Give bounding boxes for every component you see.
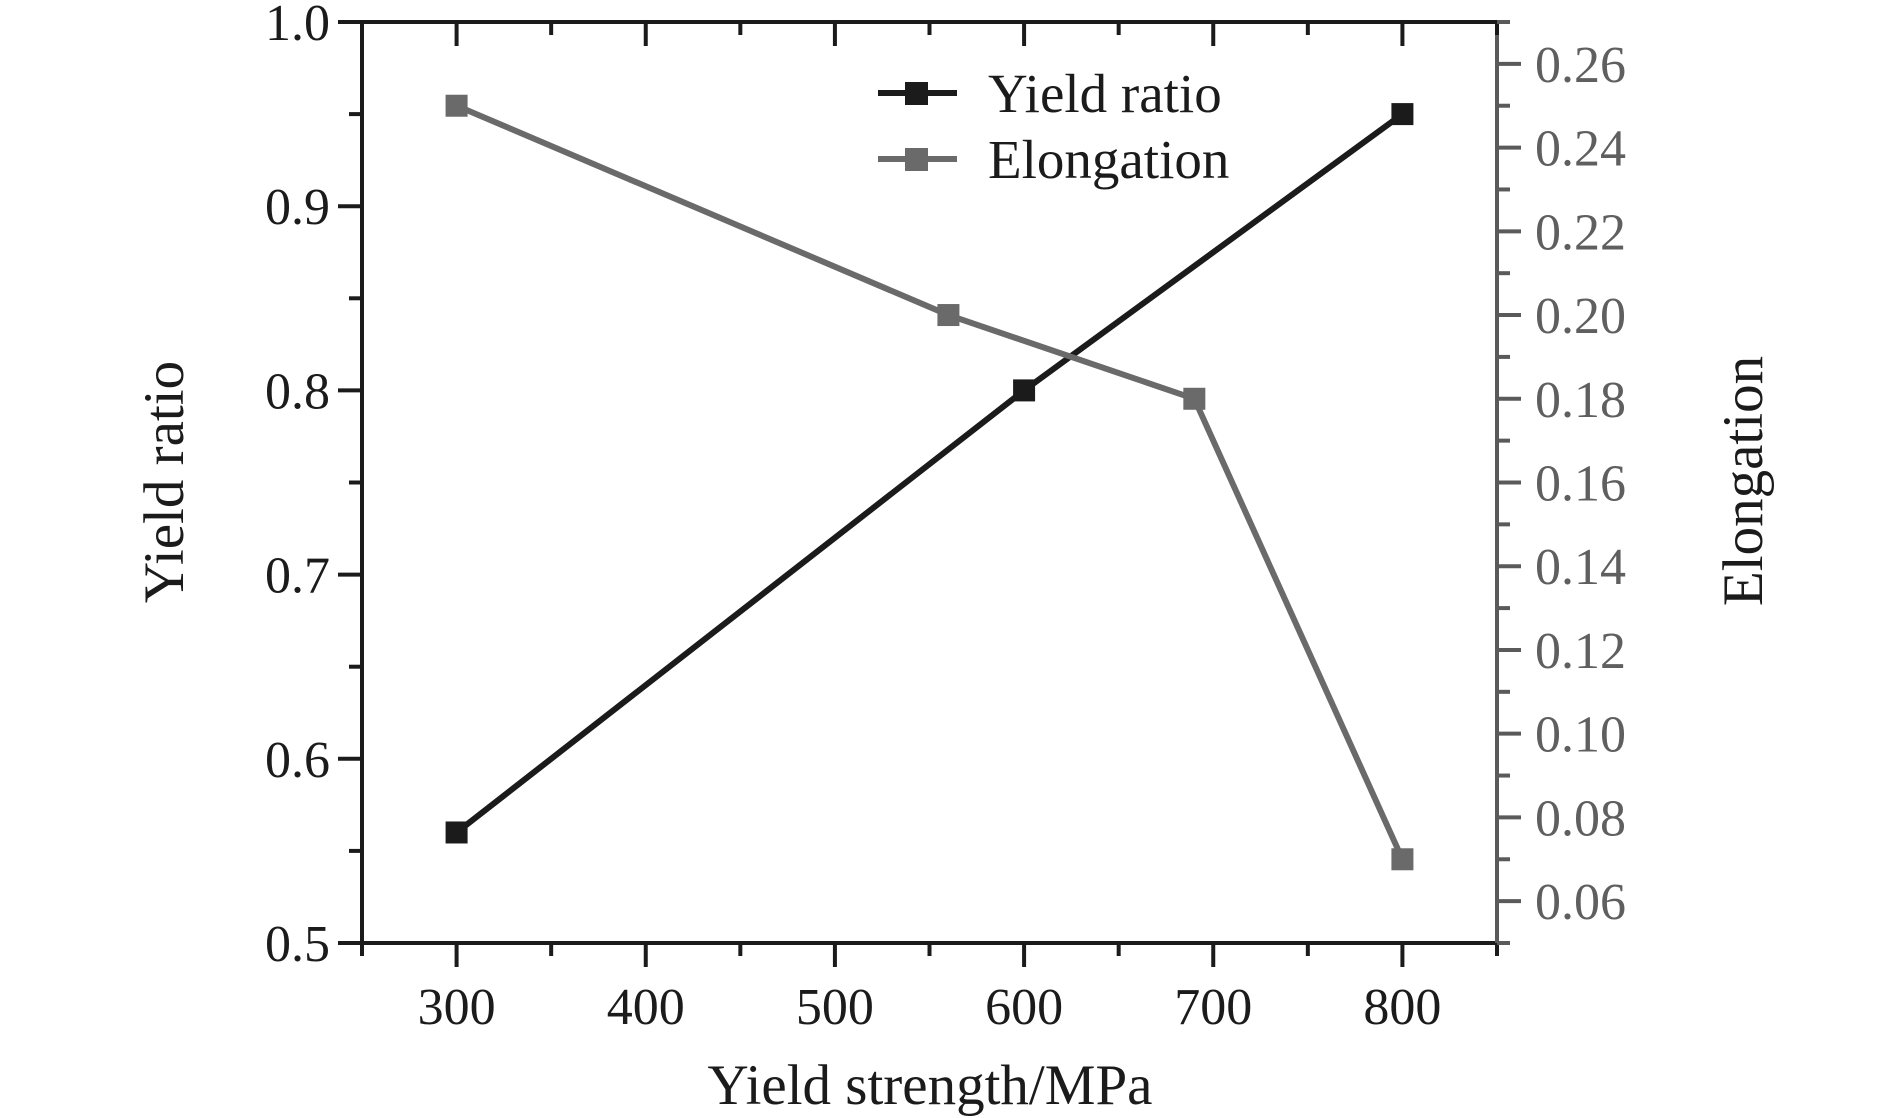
series-line-elongation (455, 102, 1406, 861)
x-tick-label: 400 (607, 979, 685, 1036)
y-right-tick-label: 0.10 (1535, 707, 1626, 764)
y-left-tick-label: 0.7 (265, 548, 330, 605)
data-point-marker-elongation (445, 94, 468, 117)
data-point-marker-elongation (1183, 387, 1206, 410)
right-axis-title: Elongation (1712, 356, 1775, 606)
data-point-marker-yield-ratio (1013, 379, 1036, 402)
data-point-marker-elongation (1391, 848, 1414, 871)
data-point-marker-elongation (937, 304, 960, 327)
legend: Yield ratio Elongation (878, 63, 1229, 190)
y-right-tick-label: 0.18 (1535, 372, 1626, 429)
legend-label-elongation: Elongation (988, 129, 1229, 190)
y-left-tick-label: 0.6 (265, 732, 330, 789)
series-layer (445, 94, 1414, 871)
x-tick-label: 600 (985, 979, 1063, 1036)
y-right-tick-label: 0.20 (1535, 288, 1626, 345)
y-right-tick-label: 0.26 (1535, 37, 1626, 94)
legend-square-marker-elongation (905, 148, 928, 171)
y-left-tick-label: 0.8 (265, 363, 330, 420)
y-right-tick-label: 0.06 (1535, 874, 1626, 931)
y-left-tick-label: 1.0 (265, 0, 330, 52)
x-tick-label: 300 (418, 979, 496, 1036)
x-tick-label: 800 (1363, 979, 1441, 1036)
x-tick-label: 500 (796, 979, 874, 1036)
y-right-tick-label: 0.24 (1535, 121, 1626, 178)
y-right-tick-label: 0.12 (1535, 623, 1626, 680)
legend-square-marker-yield-ratio (905, 82, 928, 105)
x-axis-title: Yield strength/MPa (708, 1054, 1153, 1117)
y-left-tick-label: 0.5 (265, 916, 330, 973)
y-left-tick-label: 0.9 (265, 179, 330, 236)
legend-label-yield-ratio: Yield ratio (988, 63, 1222, 124)
axes-layer (338, 20, 1521, 967)
y-right-tick-label: 0.14 (1535, 539, 1626, 596)
y-right-tick-label: 0.22 (1535, 204, 1626, 261)
y-right-tick-label: 0.08 (1535, 790, 1626, 847)
legend-item-elongation: Elongation (878, 129, 1229, 190)
data-point-marker-yield-ratio (1391, 103, 1414, 126)
data-point-marker-yield-ratio (445, 821, 468, 844)
series-line-yield-ratio (454, 111, 1405, 835)
x-tick-label: 700 (1174, 979, 1252, 1036)
tick-label-layer: 300 400 500 600 700 800 0.5 0.6 0.7 0.8 0.9 1.0 0.06… (265, 0, 1626, 1036)
y-right-tick-label: 0.16 (1535, 456, 1626, 513)
legend-item-yield-ratio: Yield ratio (878, 63, 1222, 124)
left-axis-title: Yield ratio (133, 361, 196, 603)
